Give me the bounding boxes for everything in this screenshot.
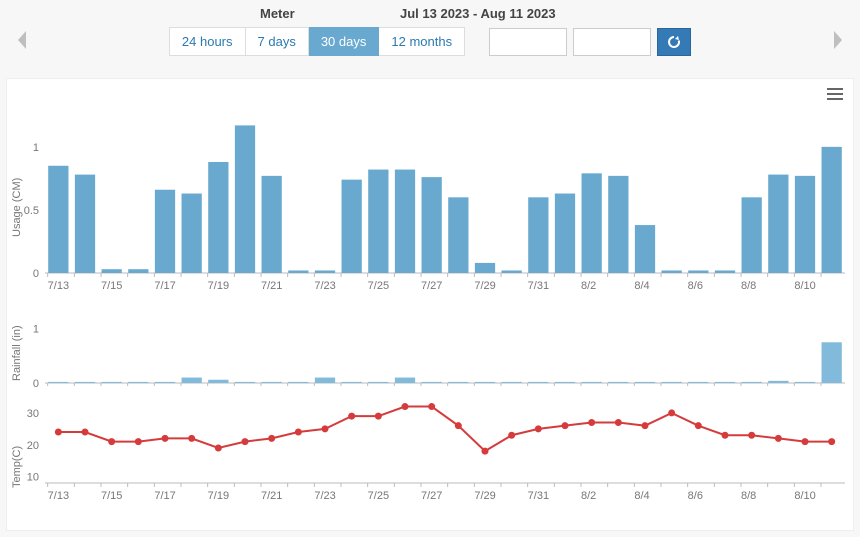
svg-text:0: 0: [33, 268, 39, 280]
date-range-label: Jul 13 2023 - Aug 11 2023: [400, 6, 600, 21]
svg-text:7/15: 7/15: [101, 280, 122, 292]
svg-text:20: 20: [27, 440, 39, 452]
toolbar: 24 hours 7 days 30 days 12 months: [0, 23, 860, 66]
svg-text:7/21: 7/21: [261, 490, 282, 502]
page-title: Meter: [260, 6, 400, 21]
svg-text:30: 30: [27, 408, 39, 420]
svg-text:1: 1: [33, 324, 39, 336]
prev-range-button[interactable]: [14, 29, 30, 51]
date-to-input[interactable]: [573, 28, 651, 56]
svg-text:7/25: 7/25: [368, 490, 389, 502]
rainfall-axis-label: Rainfall (in): [11, 325, 23, 381]
date-from-input[interactable]: [489, 28, 567, 56]
refresh-icon: [666, 34, 682, 50]
usage-axis-label: Usage (CM): [11, 178, 23, 237]
svg-text:7/17: 7/17: [154, 280, 175, 292]
svg-text:7/25: 7/25: [368, 280, 389, 292]
next-range-button[interactable]: [830, 29, 846, 51]
tab-7-days[interactable]: 7 days: [246, 27, 309, 56]
svg-text:8/6: 8/6: [688, 280, 703, 292]
usage-chart: 0 0.5 1 7/13 7/15 7/17 7/19 7/21 7/23 7/25 7/27 7/2…: [7, 87, 853, 297]
svg-text:7/23: 7/23: [314, 490, 335, 502]
svg-text:7/31: 7/31: [528, 490, 549, 502]
svg-text:8/8: 8/8: [741, 280, 756, 292]
svg-text:0: 0: [33, 378, 39, 390]
temp-chart: 10 20 30 7/13 7/15 7/17 7/19 7/21 7/23 7/25 7/27 7/…: [7, 393, 853, 523]
svg-text:7/19: 7/19: [208, 490, 229, 502]
svg-text:8/2: 8/2: [581, 280, 596, 292]
svg-text:7/27: 7/27: [421, 490, 442, 502]
svg-text:7/19: 7/19: [208, 280, 229, 292]
tab-24-hours[interactable]: 24 hours: [169, 27, 246, 56]
svg-text:7/31: 7/31: [528, 280, 549, 292]
temp-axis-label: Temp(C): [11, 446, 23, 488]
tab-30-days[interactable]: 30 days: [309, 27, 380, 56]
svg-text:7/13: 7/13: [48, 490, 69, 502]
svg-text:7/13: 7/13: [48, 280, 69, 292]
svg-text:8/2: 8/2: [581, 490, 596, 502]
refresh-button[interactable]: [657, 28, 691, 56]
svg-text:7/15: 7/15: [101, 490, 122, 502]
svg-text:7/21: 7/21: [261, 280, 282, 292]
rainfall-chart: 01: [7, 301, 853, 391]
svg-text:7/29: 7/29: [474, 280, 495, 292]
header: Meter Jul 13 2023 - Aug 11 2023: [0, 0, 860, 23]
svg-text:7/29: 7/29: [474, 490, 495, 502]
svg-text:8/8: 8/8: [741, 490, 756, 502]
svg-text:7/23: 7/23: [314, 280, 335, 292]
svg-text:7/27: 7/27: [421, 280, 442, 292]
svg-text:8/10: 8/10: [794, 490, 815, 502]
svg-text:8/10: 8/10: [794, 280, 815, 292]
chevron-right-icon: [830, 29, 846, 51]
svg-text:1: 1: [33, 142, 39, 154]
svg-text:10: 10: [27, 472, 39, 484]
tab-12-months[interactable]: 12 months: [379, 27, 465, 56]
svg-text:8/4: 8/4: [634, 280, 649, 292]
charts-container: Usage (CM) 0 0.5 1 7/13 7/15 7/17 7/19 7/21 7/23…: [6, 78, 854, 531]
svg-text:0.5: 0.5: [24, 205, 39, 217]
svg-text:8/4: 8/4: [634, 490, 649, 502]
svg-text:7/17: 7/17: [154, 490, 175, 502]
chevron-left-icon: [14, 29, 30, 51]
svg-text:8/6: 8/6: [688, 490, 703, 502]
range-tabs: 24 hours 7 days 30 days 12 months: [169, 27, 465, 56]
